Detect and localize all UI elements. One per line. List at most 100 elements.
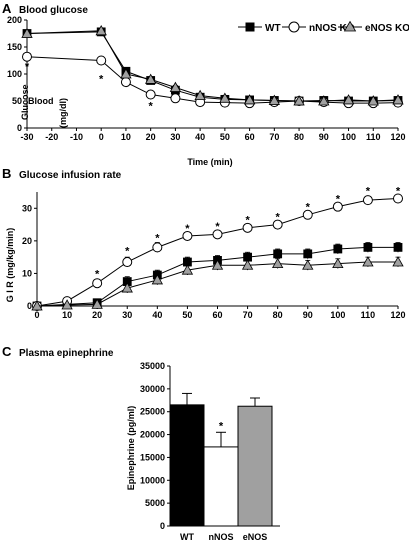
panel-b-letter: B (2, 166, 11, 181)
panel-b-significance-star-110: * (366, 185, 371, 197)
panel-a-x-tick-label-10: 10 (121, 132, 131, 142)
panel-b-series-nnos-ko-point-100 (332, 201, 343, 212)
panel-b-series-enos-ko-point-0 (31, 300, 43, 311)
panel-c-y-axis-label: Epinephrine (pg/ml) (126, 406, 136, 491)
panel-b-title: Glucose infusion rate (19, 170, 122, 181)
panel-b-x-tick-label-50: 50 (182, 310, 192, 320)
panel-b-x-tick-label-70: 70 (243, 310, 253, 320)
panel-b-series-nnos-ko-point-120 (393, 193, 403, 204)
panel-a-y-tick-label-50: 50 (12, 96, 22, 106)
legend-wt-label: WT (265, 23, 281, 34)
panel-a-series-enos-ko-point-70 (268, 94, 281, 105)
panel-a-series-nnos-ko-point-30 (22, 51, 32, 62)
panel-b-series-nnos-ko-point-70 (242, 222, 253, 233)
panel-c-y-tick-label-10000: 10000 (140, 475, 165, 485)
panel-b-significance-star-50: * (185, 223, 190, 235)
panel-a-y-label-line-2: Glucose (20, 84, 30, 120)
panel-a-x-tick-label-30: 30 (170, 132, 180, 142)
panel-c-y-tick-label-30000: 30000 (140, 384, 165, 394)
panel-b-series-enos-ko (31, 256, 404, 311)
panel-b-series-enos-ko-point-60 (211, 259, 224, 270)
panel-a-series-enos-ko-line (26, 30, 399, 102)
panel-b-significance-star-100: * (336, 194, 341, 206)
panel-b-series-nnos-ko-point-90 (302, 209, 313, 220)
panel-a-x-tick-label-80: 80 (294, 132, 304, 142)
panel-b-series-wt-point-110 (363, 242, 373, 252)
panel-c-category-label-wt: WT (180, 532, 194, 542)
panel-b-series-enos-ko-point-20 (91, 298, 103, 309)
panel-a-x-tick-label-40: 40 (195, 132, 205, 142)
panel-b-x-tick-label-110: 110 (361, 310, 376, 320)
panel-a-significance-star-30: * (25, 61, 30, 73)
legend-nnos-label: nNOS KO (309, 23, 355, 34)
panel-a-y-label-line-1: Blood (28, 96, 54, 106)
panel-c-category-label-nnos: nNOS (208, 532, 233, 542)
panel-b-significance-star-90: * (306, 202, 311, 214)
panel-b-significance-star-40: * (155, 233, 160, 245)
panel-b-series-nnos-ko (32, 193, 403, 311)
panel-b-x-tick-label-40: 40 (152, 310, 162, 320)
panel-b-significance-star-20: * (95, 268, 100, 280)
panel-b-series-enos-ko-point-50 (181, 264, 194, 275)
legend-enos-label: eNOS KO (365, 23, 409, 34)
panel-b-x-tick-label-30: 30 (122, 310, 132, 320)
panel-b: B Glucose infusion rate 0 10 20 30 40 50 60 70 8… (2, 166, 406, 320)
panel-a-title: Blood glucose (19, 5, 88, 16)
panel-b-series-nnos-ko-point-20 (92, 278, 103, 289)
legend-wt-square-icon (245, 22, 255, 32)
panel-b-x-tick-label-10: 10 (62, 310, 72, 320)
panel-a-x-tick-label-90: 90 (319, 132, 329, 142)
panel-b-series-nnos-ko-line (36, 198, 399, 307)
panel-b-x-tick-label-90: 90 (303, 310, 313, 320)
panel-b-series-enos-ko-point-100 (332, 257, 344, 269)
panel-a-series-enos-ko-point-40 (194, 89, 206, 100)
panel-b-significance-star-70: * (245, 215, 250, 227)
panel-b-y-tick-label-30: 30 (22, 203, 32, 213)
panel-a-x-axis-label: Time (min) (187, 157, 232, 167)
panel-a-series-enos-ko-point-20 (144, 73, 157, 84)
panel-b-significance-star-30: * (125, 246, 130, 258)
panel-b-series-wt-point-100 (333, 244, 343, 254)
legend: WT nNOS KO eNOS KO (238, 20, 409, 34)
panel-a-x-tick-label-60: 60 (245, 132, 255, 142)
panel-a-series-nnos-ko-point-20 (145, 89, 156, 100)
panel-a-series-enos-ko-point-120 (392, 94, 404, 105)
panel-a-x-tick-label-110: 110 (366, 132, 381, 142)
panel-a-series-nnos-ko-line (26, 56, 399, 104)
panel-a-series-wt (22, 27, 403, 106)
panel-b-x-tick-label-0: 0 (34, 310, 39, 320)
panel-b-significance-star-120: * (396, 185, 401, 197)
panel-a-series-nnos-ko-point-10 (120, 77, 131, 88)
panel-c-ticks: 0 5000 10000 15000 20000 25000 30000 35000 (140, 361, 170, 531)
panel-a-series-nnos-ko-point-0 (96, 55, 107, 66)
panel-a-x-tick-label-10: -10 (70, 132, 83, 142)
panel-b-significance-star-80: * (276, 211, 281, 223)
panel-b-series-nnos-ko-point-30 (122, 257, 133, 268)
panel-a-series (21, 24, 404, 109)
panel-a-x-tick-label-120: 120 (390, 132, 405, 142)
panel-b-series-enos-ko-point-120 (392, 256, 404, 267)
panel-c-y-tick-label-0: 0 (160, 521, 165, 531)
panel-a-series-enos-ko-point-30 (21, 27, 33, 38)
panel-c-significance-star-nnos: * (219, 420, 224, 432)
panel-b-x-tick-label-60: 60 (212, 310, 222, 320)
panel-b-series-nnos-ko-point-110 (362, 195, 373, 206)
legend-enos-triangle-icon (343, 20, 357, 32)
panel-a-series-enos-ko-point-50 (219, 92, 231, 103)
panel-a-series-enos-ko-point-0 (95, 24, 107, 36)
panel-c-y-tick-label-20000: 20000 (140, 430, 165, 440)
panel-b-series-enos-ko-point-10 (61, 299, 73, 310)
panel-a-x-tick-label-100: 100 (341, 132, 356, 142)
panel-a-series-enos-ko-point-30 (169, 81, 182, 92)
panel-c-title: Plasma epinephrine (19, 348, 114, 359)
panel-a-y-label-line-3: (mg/dl) (58, 98, 68, 128)
panel-a-letter: A (2, 1, 12, 16)
panel-b-series-enos-ko-point-70 (241, 259, 254, 270)
panel-a-series-enos-ko (21, 24, 404, 106)
panel-a-y-tick-label-150: 150 (7, 42, 22, 52)
panel-b-series-nnos-ko-point-60 (212, 229, 223, 240)
panel-c-y-tick-label-5000: 5000 (145, 498, 165, 508)
panel-a-x-tick-label-50: 50 (220, 132, 230, 142)
panel-b-series-enos-ko-point-40 (151, 274, 164, 285)
panel-b-significance: * * * * * * * * * * * (95, 185, 401, 280)
